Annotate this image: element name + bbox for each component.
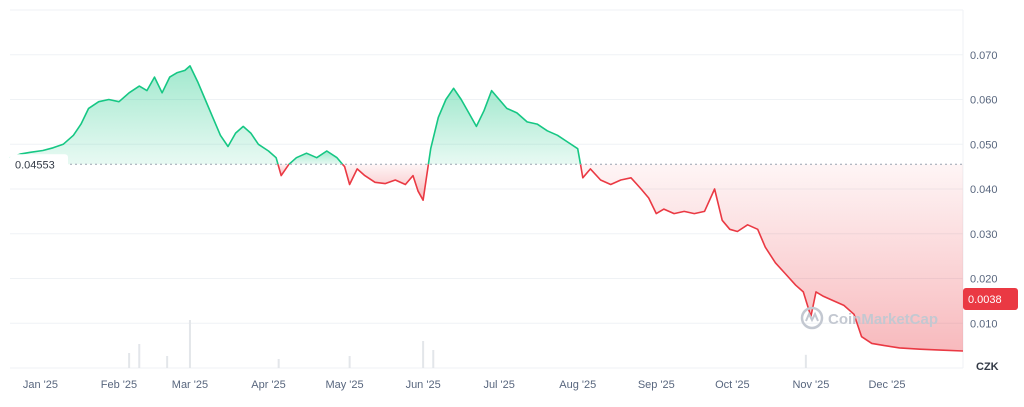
area-below-reference: [580, 164, 963, 351]
volume-bar: [348, 356, 351, 368]
watermark-text: CoinMarketCap: [828, 311, 938, 328]
x-tick-label: Sep '25: [638, 379, 675, 391]
line-segment-up: [427, 87, 582, 165]
reference-price-badge: 0.04553: [10, 154, 68, 174]
x-tick-label: Jul '25: [483, 379, 514, 391]
line-segment-down: [277, 163, 290, 177]
area-below-reference: [342, 164, 429, 201]
price-line: [9, 65, 964, 352]
price-area: [10, 65, 963, 351]
x-tick-label: May '25: [325, 379, 363, 391]
y-tick-label: 0.070: [970, 50, 998, 62]
x-tick-label: Apr '25: [251, 379, 286, 391]
y-tick-label: 0.010: [970, 318, 998, 330]
volume-bar: [138, 344, 141, 368]
volume-bars: [128, 320, 807, 368]
x-tick-label: Aug '25: [559, 379, 596, 391]
current-price-badge: 0.0038: [963, 288, 1018, 310]
y-tick-label: 0.040: [970, 184, 998, 196]
y-axis-ticks: 0.010 0.020 0.030 0.040 0.050 0.060 0.070: [970, 50, 998, 331]
line-segment-down: [579, 164, 964, 352]
area-above-reference: [428, 88, 581, 165]
line-segment-down: [341, 163, 430, 201]
line-segment-up: [288, 150, 344, 165]
volume-bar: [277, 359, 280, 368]
volume-bar: [188, 320, 191, 368]
y-tick-label: 0.060: [970, 95, 998, 107]
line-segment-up: [9, 65, 279, 165]
x-tick-label: Feb '25: [101, 379, 137, 391]
volume-bar: [166, 356, 169, 368]
reference-price-label: 0.04553: [15, 159, 55, 171]
y-tick-label: 0.030: [970, 229, 998, 241]
grid-lines: [10, 9, 964, 369]
watermark: CoinMarketCap: [800, 306, 938, 330]
volume-bar: [804, 354, 807, 368]
x-axis-ticks: Jan '25 Feb '25 Mar '25 Apr '25 May '25 Jun '…: [23, 379, 906, 391]
x-tick-label: Jun '25: [406, 379, 441, 391]
volume-bar: [422, 341, 425, 368]
coinmarketcap-logo-icon: [800, 306, 824, 330]
current-price-label: 0.0038: [968, 294, 1002, 306]
y-tick-label: 0.020: [970, 274, 998, 286]
current-price-badge-bg: [963, 288, 1018, 310]
y-tick-label: 0.050: [970, 139, 998, 151]
x-tick-label: Nov '25: [792, 379, 829, 391]
volume-bar: [432, 350, 435, 368]
x-tick-label: Jan '25: [23, 379, 58, 391]
currency-label: CZK: [976, 361, 999, 373]
x-tick-label: Oct '25: [715, 379, 750, 391]
x-tick-label: Dec '25: [868, 379, 905, 391]
volume-bar: [128, 353, 131, 368]
x-tick-label: Mar '25: [172, 379, 208, 391]
area-above-reference: [10, 65, 278, 165]
